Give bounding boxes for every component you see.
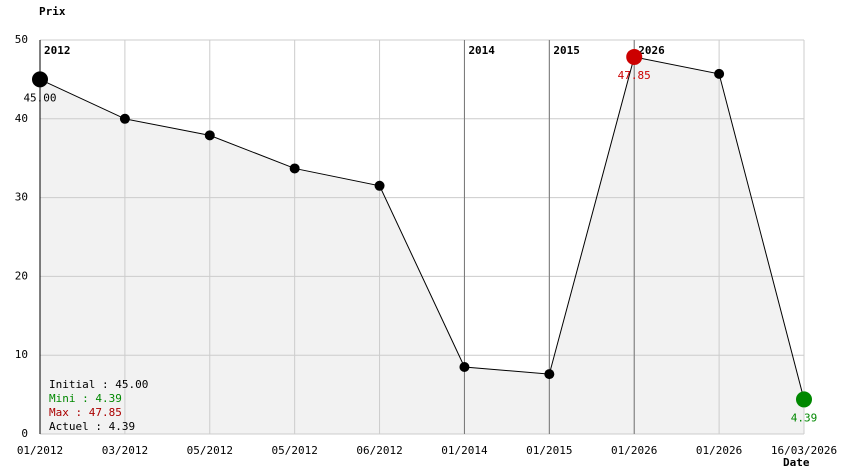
x-tick-label: 05/2012 bbox=[271, 444, 317, 457]
x-tick-label: 01/2012 bbox=[17, 444, 63, 457]
x-tick-label: 01/2014 bbox=[441, 444, 488, 457]
y-tick-label: 0 bbox=[21, 427, 28, 440]
stat-line: Actuel : 4.39 bbox=[49, 420, 135, 433]
y-tick-label: 50 bbox=[15, 33, 28, 46]
x-axis-title: Date bbox=[783, 456, 810, 469]
y-tick-label: 30 bbox=[15, 191, 28, 204]
stat-line: Max : 47.85 bbox=[49, 406, 122, 419]
point bbox=[32, 71, 48, 88]
value-label: 4.39 bbox=[791, 411, 818, 424]
area bbox=[40, 56, 804, 434]
point bbox=[544, 369, 555, 380]
point bbox=[626, 48, 643, 65]
year-label: 2026 bbox=[638, 44, 665, 57]
x-tick-label: 01/2015 bbox=[526, 444, 572, 457]
year-label: 2012 bbox=[44, 44, 71, 57]
value-label: 45.00 bbox=[23, 91, 56, 104]
stat-line: Initial : 45.00 bbox=[49, 378, 148, 391]
x-tick-label: 06/2012 bbox=[356, 444, 402, 457]
point bbox=[459, 362, 470, 373]
point bbox=[374, 180, 385, 191]
x-tick-label: 01/2026 bbox=[611, 444, 657, 457]
y-tick-label: 10 bbox=[15, 348, 28, 361]
x-tick-label: 05/2012 bbox=[187, 444, 233, 457]
point bbox=[289, 163, 300, 174]
year-label: 2014 bbox=[468, 44, 495, 57]
y-tick-label: 20 bbox=[15, 269, 28, 282]
point bbox=[796, 391, 812, 408]
x-tick-label: 16/03/2026 bbox=[771, 444, 837, 457]
y-tick-label: 40 bbox=[15, 112, 28, 125]
x-tick-label: 03/2012 bbox=[102, 444, 148, 457]
point bbox=[119, 113, 130, 124]
value-label: 47.85 bbox=[618, 69, 651, 82]
year-label: 2015 bbox=[553, 44, 580, 57]
price-line bbox=[39, 56, 805, 400]
point bbox=[714, 68, 725, 79]
stat-line: Mini : 4.39 bbox=[49, 392, 122, 405]
point bbox=[204, 130, 215, 141]
y-axis-title: Prix bbox=[39, 5, 66, 18]
x-tick-label: 01/2026 bbox=[696, 444, 742, 457]
